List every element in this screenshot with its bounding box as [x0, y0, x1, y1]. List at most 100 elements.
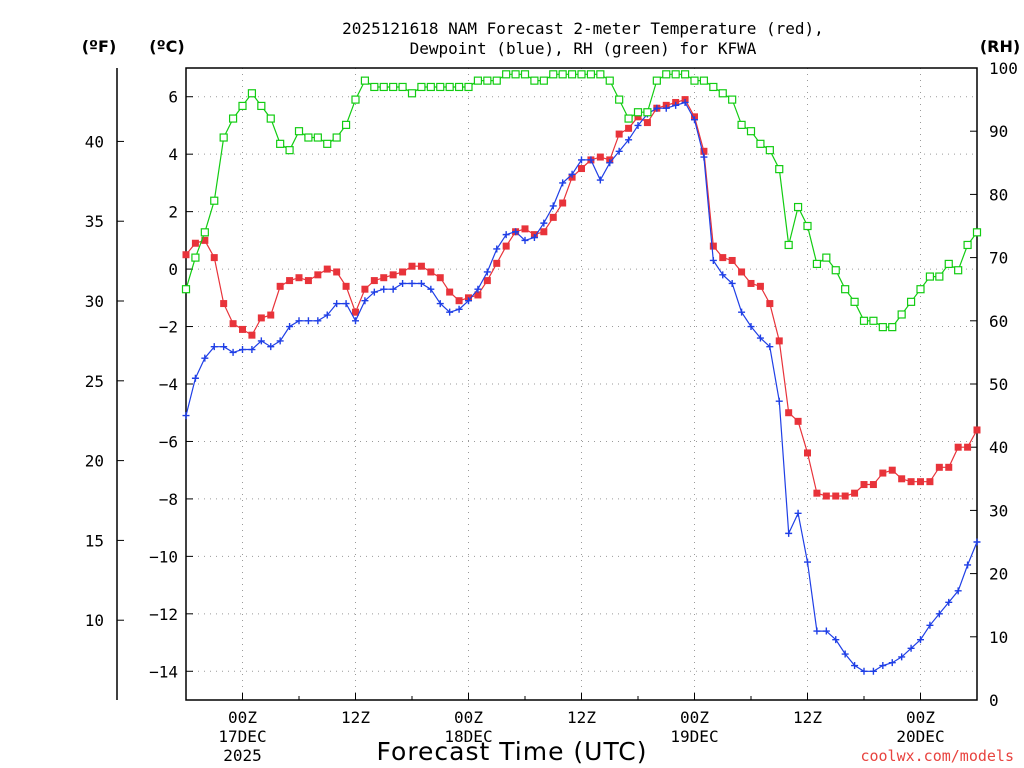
temperature-point — [286, 277, 294, 285]
dewpoint-point — [549, 202, 557, 210]
rh-point — [718, 89, 727, 98]
dewpoint-point — [945, 598, 953, 606]
rh-point — [473, 76, 483, 85]
rh-point — [228, 114, 238, 123]
temperature-point — [257, 314, 265, 322]
dewpoint-point — [625, 136, 633, 144]
rh-point — [332, 133, 341, 142]
temperature-point — [634, 113, 642, 121]
temperature-point — [973, 426, 981, 434]
temperature-point — [775, 337, 783, 345]
temperature-point — [964, 443, 972, 451]
rh-tick-label: 100 — [989, 59, 1018, 78]
temperature-point — [822, 492, 830, 500]
dewpoint-point — [841, 650, 849, 658]
x-tick-label: 00Z — [228, 708, 257, 727]
rh-point — [257, 101, 266, 111]
dewpoint-point — [596, 176, 604, 184]
dewpoint-point — [653, 104, 661, 112]
dewpoint-point — [822, 627, 830, 635]
chart-title-line-1: 2025121618 NAM Forecast 2-meter Temperat… — [342, 19, 824, 38]
rh-point — [323, 139, 332, 148]
temperature-point — [907, 478, 915, 486]
x-tick-date: 19DEC — [670, 727, 718, 746]
dewpoint-point — [427, 285, 435, 293]
temperature-point — [813, 489, 821, 497]
temperature-point — [502, 242, 510, 250]
series-layer — [181, 70, 982, 675]
temperature-point — [954, 443, 962, 451]
rh-point — [313, 133, 322, 142]
dewpoint-point — [333, 300, 341, 308]
temperature-point — [625, 124, 633, 132]
dewpoint-point — [794, 509, 802, 517]
temperature-point — [879, 469, 887, 477]
rh-point — [671, 70, 680, 79]
rh-point — [483, 76, 492, 85]
celsius-tick-label: −10 — [149, 547, 178, 566]
rh-tick-label: 60 — [989, 312, 1008, 331]
temperature-point — [493, 259, 501, 267]
dewpoint-point — [389, 285, 397, 293]
dewpoint-point — [832, 636, 840, 644]
temperature-point — [474, 291, 482, 299]
fahrenheit-tick-label: 10 — [85, 611, 104, 630]
dewpoint-point — [804, 558, 811, 566]
rh-unit-label: (RH) — [980, 37, 1020, 56]
dewpoint-point — [220, 343, 228, 351]
temperature-point — [917, 478, 924, 486]
temperature-point — [210, 254, 218, 262]
rh-point — [925, 272, 935, 281]
dewpoint-point — [662, 104, 670, 112]
x-tick-label: 00Z — [680, 708, 709, 727]
temperature-point — [191, 239, 199, 247]
rh-point — [502, 70, 511, 79]
dewpoint-point — [907, 644, 915, 652]
rh-point — [276, 139, 285, 148]
fahrenheit-tick-label: 30 — [85, 292, 104, 311]
rh-point — [294, 127, 304, 136]
temperature-point — [549, 213, 557, 221]
rh-point — [520, 70, 530, 79]
dewpoint-point — [474, 285, 482, 293]
x-tick-label: 12Z — [793, 708, 822, 727]
temperature-point — [521, 225, 529, 233]
fahrenheit-tick-label: 15 — [85, 531, 104, 550]
rh-point — [426, 82, 435, 92]
dewpoint-point — [417, 279, 425, 287]
rh-point — [341, 120, 351, 129]
rh-point — [652, 76, 661, 85]
dewpoint-point — [352, 317, 359, 325]
rh-point — [615, 95, 624, 104]
temperature-point — [201, 236, 209, 244]
temperature-point — [370, 277, 378, 285]
temperature-point — [860, 481, 868, 489]
rh-tick-label: 90 — [989, 122, 1008, 141]
temperature-point — [352, 308, 359, 316]
rh-tick-label: 0 — [989, 691, 999, 710]
rh-point — [370, 82, 379, 92]
dewpoint-point — [964, 561, 972, 569]
dewpoint-point — [785, 529, 793, 537]
fahrenheit-tick-label: 25 — [85, 372, 104, 391]
dewpoint-point — [191, 374, 199, 382]
temperature-point — [926, 478, 934, 486]
temperature-point — [747, 279, 755, 287]
fahrenheit-tick-label: 40 — [85, 132, 104, 151]
dewpoint-point — [502, 231, 510, 239]
temperature-point — [427, 268, 435, 276]
rh-point — [596, 70, 605, 79]
rh-point — [793, 202, 803, 212]
temperature-point — [766, 300, 774, 308]
dewpoint-point — [973, 538, 981, 546]
dewpoint-point — [342, 300, 350, 308]
rh-point — [906, 297, 916, 306]
rh-point — [247, 89, 257, 98]
dewpoint-point — [860, 667, 868, 675]
temperature-point — [455, 297, 463, 305]
rh-point — [746, 127, 756, 136]
dewpoint-point — [747, 323, 755, 331]
rh-point — [238, 101, 247, 111]
temperature-point — [361, 285, 369, 293]
